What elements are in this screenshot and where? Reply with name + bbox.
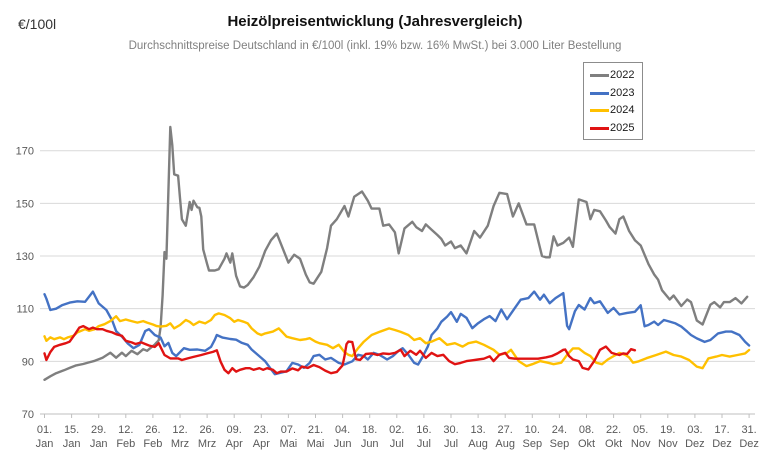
legend-swatch-2022: [590, 74, 609, 78]
x-axis-tick-label-month: Jan: [36, 438, 54, 450]
y-axis-tick-label: 150: [16, 198, 34, 210]
x-axis-tick-label-day: 01.: [37, 424, 52, 436]
x-axis-tick-label-day: 15.: [64, 424, 79, 436]
x-axis-tick-label-day: 09.: [227, 424, 242, 436]
x-axis-tick-label-day: 05.: [633, 424, 648, 436]
legend-item-2024: 2024: [590, 102, 638, 120]
line-series-2022: [43, 125, 749, 381]
x-axis-tick-label-month: Mrz: [171, 438, 189, 450]
x-axis-tick-label-month: Mrz: [198, 438, 216, 450]
legend: 2022 2023 2024 2025: [583, 62, 643, 140]
x-axis-tick-label-month: Jan: [63, 438, 81, 450]
x-axis-tick-label-day: 26.: [145, 424, 160, 436]
legend-label-2022: 2022: [610, 69, 635, 82]
x-axis-tick-label-day: 04.: [335, 424, 350, 436]
legend-item-2025: 2025: [590, 120, 638, 138]
y-axis-tick-label: 90: [22, 356, 34, 368]
chart-subtitle: Durchschnittspreise Deutschland in €/100…: [128, 40, 622, 52]
x-axis-tick-label-day: 02.: [389, 424, 404, 436]
legend-label-2024: 2024: [610, 104, 635, 117]
x-axis-tick-label-day: 21.: [308, 424, 323, 436]
x-axis-tick-label-month: Nov: [658, 438, 678, 450]
x-axis-tick-label-month: Sep: [550, 438, 570, 450]
x-axis-tick-label-day: 16.: [416, 424, 431, 436]
x-axis-tick-label-day: 24.: [552, 424, 567, 436]
x-axis-tick-label-month: Apr: [253, 438, 270, 450]
legend-swatch-2025: [590, 126, 609, 130]
x-axis-tick-label-month: Okt: [578, 438, 595, 450]
x-axis-tick-label-month: Okt: [605, 438, 622, 450]
x-axis-tick-label-day: 10.: [525, 424, 540, 436]
x-axis-tick-label-month: Aug: [495, 438, 515, 450]
x-axis-tick-label-month: Feb: [116, 438, 135, 450]
x-axis-tick-label-day: 30.: [443, 424, 458, 436]
chart-title: Heizölpreisentwicklung (Jahresvergleich): [227, 13, 523, 30]
x-axis-tick-label-day: 29.: [91, 424, 106, 436]
x-axis-tick-label-month: Mai: [280, 438, 298, 450]
x-axis-tick-label-month: Jul: [417, 438, 431, 450]
x-axis-tick-label-day: 13.: [470, 424, 485, 436]
legend-label-2023: 2023: [610, 86, 635, 99]
x-axis-tick-label-month: Dez: [739, 438, 759, 450]
x-axis-tick-label-day: 31.: [741, 424, 756, 436]
y-axis-tick-label: 130: [16, 251, 34, 263]
x-axis-tick-label-day: 27.: [498, 424, 513, 436]
x-axis-tick-label-day: 18.: [362, 424, 377, 436]
x-axis-tick-label-month: Feb: [143, 438, 162, 450]
x-axis-tick-label-month: Dez: [712, 438, 732, 450]
x-axis-tick-label-day: 17.: [714, 424, 729, 436]
x-axis-tick-label-day: 26.: [199, 424, 214, 436]
x-axis-tick-label-day: 08.: [579, 424, 594, 436]
x-axis-tick-label-day: 07.: [281, 424, 296, 436]
y-axis-tick-label: 170: [16, 146, 34, 158]
x-axis-tick-label-day: 19.: [660, 424, 675, 436]
x-axis-tick-label-month: Mai: [307, 438, 325, 450]
x-axis-tick-label-month: Nov: [631, 438, 651, 450]
x-axis-tick-label-month: Jul: [444, 438, 458, 450]
x-axis-tick-label-month: Jun: [334, 438, 352, 450]
legend-item-2022: 2022: [590, 67, 638, 85]
line-series-2024: [43, 312, 751, 370]
x-axis-tick-label-month: Apr: [226, 438, 243, 450]
x-axis-tick-label-day: 23.: [254, 424, 269, 436]
x-axis-tick-label-month: Sep: [523, 438, 543, 450]
x-axis-tick-label-day: 12.: [118, 424, 133, 436]
x-axis-tick-label-day: 22.: [606, 424, 621, 436]
x-axis-tick-label-month: Aug: [468, 438, 488, 450]
x-axis-tick-label-month: Jan: [90, 438, 108, 450]
x-axis-tick-label-month: Dez: [685, 438, 705, 450]
x-axis-tick-label-month: Jul: [390, 438, 404, 450]
y-axis-tick-label: 70: [22, 409, 34, 421]
y-axis-unit-label: €/100l: [18, 16, 57, 32]
x-axis-tick-label-day: 03.: [687, 424, 702, 436]
x-axis-tick-label-day: 12.: [172, 424, 187, 436]
legend-swatch-2024: [590, 109, 609, 113]
legend-swatch-2023: [590, 91, 609, 95]
legend-item-2023: 2023: [590, 85, 638, 103]
line-series-2025: [43, 324, 637, 375]
x-axis-tick-label-month: Jun: [361, 438, 379, 450]
legend-label-2025: 2025: [610, 121, 635, 134]
y-axis-tick-label: 110: [16, 304, 34, 316]
